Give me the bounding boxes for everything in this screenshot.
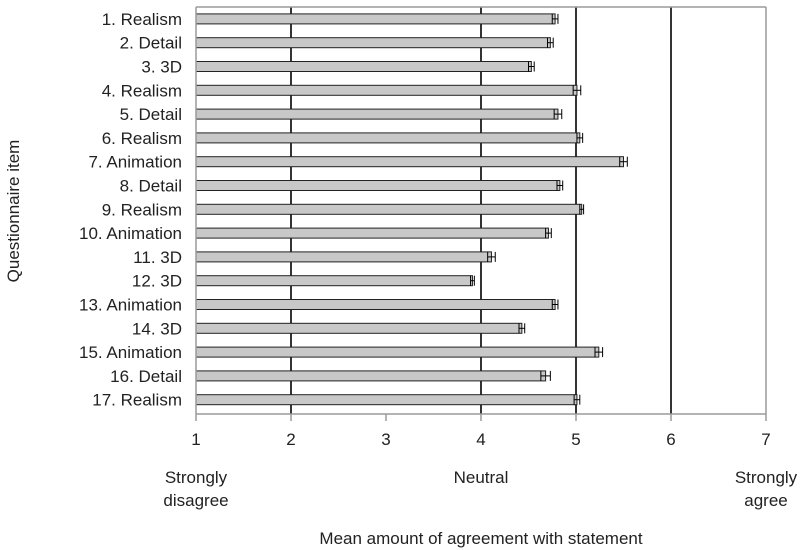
bar [195, 370, 547, 382]
category-label: 8. Detail [120, 177, 182, 196]
category-label: 11. 3D [133, 248, 182, 267]
category-label: 3. 3D [141, 58, 182, 77]
bar [195, 13, 556, 25]
bar [195, 37, 551, 49]
bar [195, 84, 578, 96]
scale-label: Strongly [735, 468, 798, 487]
bars-layer [195, 13, 628, 406]
category-label: 13. Animation [79, 296, 182, 315]
bar [195, 108, 559, 120]
category-labels: 1. Realism 2. Detail 3. 3D 4. Realism 5. Det… [79, 10, 182, 410]
category-label: 15. Animation [79, 343, 182, 362]
bar [195, 299, 556, 310]
bar [195, 203, 583, 215]
category-label: 17. Realism [92, 391, 182, 410]
frame-layer [195, 6, 767, 421]
category-label: 10. Animation [79, 224, 182, 243]
bar [195, 227, 549, 239]
bar [195, 61, 532, 72]
category-label: 12. 3D [132, 272, 182, 291]
bar [195, 156, 624, 168]
x-axis-label: Mean amount of agreement with statement [319, 529, 642, 548]
category-label: 16. Detail [110, 367, 182, 386]
x-tick-label: 5 [571, 430, 580, 449]
bar [195, 322, 523, 334]
y-axis-label: Questionnaire item [4, 140, 23, 283]
category-label: 9. Realism [102, 200, 182, 219]
category-label: 7. Animation [88, 153, 182, 172]
category-label: 2. Detail [120, 34, 182, 53]
scale-label: Neutral [454, 468, 509, 487]
bar [195, 275, 473, 287]
scale-labels: Strongly disagree Neutral Strongly agree [163, 468, 797, 510]
bar [195, 251, 492, 263]
bar [195, 180, 561, 191]
tick-labels: 1 2 3 4 5 6 7 [191, 430, 770, 449]
category-label: 4. Realism [102, 81, 182, 100]
category-label: 1. Realism [102, 10, 182, 29]
scale-label: agree [744, 491, 787, 510]
bar [195, 394, 578, 406]
x-tick-label: 1 [191, 430, 200, 449]
category-label: 5. Detail [120, 105, 182, 124]
scale-label: disagree [163, 491, 228, 510]
category-label: 14. 3D [132, 319, 182, 338]
bar [195, 346, 600, 358]
x-tick-label: 6 [666, 430, 675, 449]
x-tick-label: 3 [381, 430, 390, 449]
x-tick-label: 7 [761, 430, 770, 449]
x-tick-label: 2 [286, 430, 295, 449]
category-label: 6. Realism [102, 129, 182, 148]
x-tick-label: 4 [476, 430, 485, 449]
scale-label: Strongly [165, 468, 228, 487]
bar [195, 132, 581, 144]
